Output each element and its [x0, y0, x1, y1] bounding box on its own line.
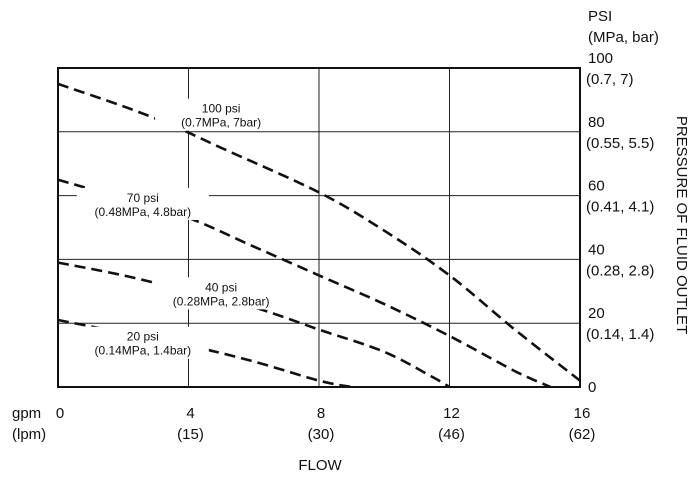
- y-tick-label: 100: [588, 50, 613, 67]
- y-tick-sublabel: (0.28, 2.8): [586, 262, 654, 279]
- series-label-70-psi: 70 psi: [127, 191, 159, 205]
- y-axis-title: PRESSURE OF FLUID OUTLET: [673, 116, 690, 334]
- x-tick-sublabel: (15): [177, 426, 204, 443]
- y-unit-label-psi: PSI: [588, 8, 612, 25]
- x-tick-sublabel: (30): [308, 426, 335, 443]
- series-label-100-psi: 100 psi: [202, 102, 241, 116]
- x-tick-label: 16: [574, 405, 591, 422]
- x-tick-label: 4: [186, 405, 194, 422]
- x-unit-label-lpm: (lpm): [12, 426, 46, 443]
- series-annotations: 100 psi(0.7MPa, 7bar) 70 psi(0.48MPa, 4.8…: [76, 98, 288, 359]
- x-axis-ticks: 0 4 (15) 8 (30) 12 (46) 16 (62): [56, 405, 596, 443]
- x-tick-sublabel: (46): [438, 426, 465, 443]
- x-tick-sublabel: (62): [569, 426, 596, 443]
- x-tick-label: 0: [56, 405, 64, 422]
- x-unit-label-gpm: gpm: [12, 405, 41, 422]
- series-label-40-psi: 40 psi: [205, 280, 237, 294]
- plot-area-frame: [57, 67, 581, 388]
- y-axis-ticks: 0 20 (0.14, 1.4) 40 (0.28, 2.8) 60 (0.41, 4.1)…: [586, 50, 654, 396]
- series-sublabel-40-psi: (0.28MPa, 2.8bar): [173, 294, 270, 308]
- y-tick-label: 80: [588, 114, 605, 131]
- x-axis-title: FLOW: [298, 457, 342, 474]
- y-unit-label-mpa-bar: (MPa, bar): [588, 29, 659, 46]
- y-tick-label: 20: [588, 305, 605, 322]
- y-tick-label: 60: [588, 178, 605, 195]
- series-line-100-psi: [57, 82, 581, 382]
- series-sublabel-100-psi: (0.7MPa, 7bar): [181, 116, 261, 130]
- series-label-background: [76, 326, 209, 359]
- x-tick-label: 8: [317, 405, 325, 422]
- series-line-40-psi: [57, 261, 451, 389]
- y-tick-label: 0: [588, 379, 596, 396]
- series-label-background: [155, 277, 288, 310]
- series-label-background: [76, 187, 209, 220]
- y-tick-sublabel: (0.41, 4.1): [586, 199, 654, 216]
- y-tick-sublabel: (0.55, 5.5): [586, 135, 654, 152]
- x-tick-label: 12: [443, 405, 460, 422]
- y-tick-label: 40: [588, 241, 605, 258]
- y-tick-sublabel: (0.14, 1.4): [586, 326, 654, 343]
- y-tick-sublabel: (0.7, 7): [586, 71, 634, 88]
- series-sublabel-20-psi: (0.14MPa, 1.4bar): [94, 344, 191, 358]
- series-sublabel-70-psi: (0.48MPa, 4.8bar): [94, 205, 191, 219]
- series-label-background: [155, 98, 288, 131]
- series-label-20-psi: 20 psi: [127, 330, 159, 344]
